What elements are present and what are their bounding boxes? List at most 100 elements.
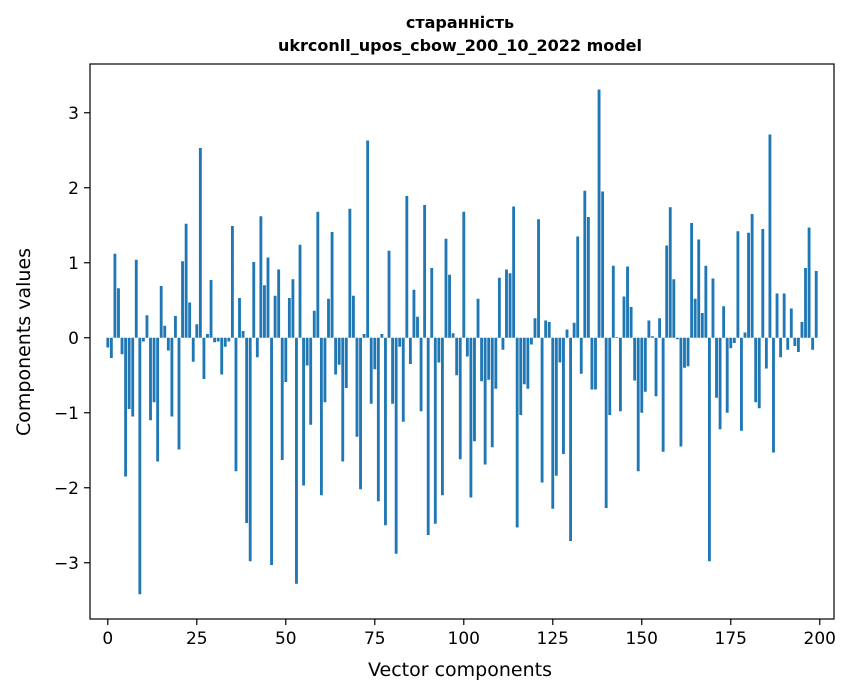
bar-15 [159,286,163,338]
bar-44 [263,285,266,338]
bar-73 [366,140,370,338]
bar-1 [109,337,113,358]
x-tick-label: 200 [804,629,836,649]
bar-161 [679,337,683,447]
bar-16 [163,325,167,338]
bar-36 [234,337,238,472]
bar-130 [569,337,572,541]
bar-114 [512,206,516,338]
bar-35 [230,226,234,338]
bar-23 [188,302,192,338]
bar-88 [419,337,423,412]
bar-0 [106,337,110,348]
bar-135 [586,217,590,338]
bar-115 [515,337,519,528]
bar-85 [408,337,412,364]
bar-138 [597,89,601,338]
bar-175 [729,337,733,349]
bar-96 [448,274,451,338]
bar-111 [501,337,505,350]
bar-162 [683,337,686,368]
bar-168 [704,265,708,338]
bar-55 [302,337,306,486]
bar-184 [761,229,765,338]
bar-148 [633,337,637,381]
bar-2 [113,253,117,338]
x-tick-label: 125 [537,629,569,649]
x-tick-label: 0 [102,629,113,649]
chart-title: старанність [406,13,514,32]
y-tick-label: 0 [68,329,79,349]
bar-100 [462,211,466,338]
x-tick-label: 150 [626,629,658,649]
x-axis-label: Vector components [368,659,552,681]
bar-89 [423,205,427,338]
bar-167 [700,313,704,338]
bar-183 [757,337,761,409]
bar-120 [533,318,537,338]
bar-62 [327,298,330,338]
bar-166 [697,239,701,338]
bar-101 [465,337,469,357]
bar-110 [497,277,501,338]
bar-156 [661,337,665,452]
y-tick-label: 3 [68,104,79,124]
bar-112 [505,269,508,338]
bar-141 [608,337,612,415]
bar-84 [405,196,409,338]
bar-77 [380,334,384,338]
bar-59 [316,211,320,338]
chart-subtitle: ukrconll_upos_cbow_200_10_2022 model [278,36,642,55]
bar-7 [131,337,135,417]
bar-123 [544,320,548,338]
bar-140 [604,337,608,508]
bar-21 [181,261,184,338]
y-tick-label: −3 [54,554,79,574]
bar-8 [134,259,138,338]
y-axis-label: Components values [13,248,35,436]
bar-195 [800,322,804,338]
bar-124 [547,322,551,338]
bar-164 [690,223,694,338]
bar-3 [117,288,120,338]
bar-103 [473,337,476,442]
bar-11 [145,315,149,338]
bar-43 [259,216,263,338]
bar-102 [469,337,473,498]
bar-30 [213,337,217,343]
bar-81 [394,337,398,554]
bar-93 [437,337,441,363]
y-tick-label: −2 [54,479,79,499]
bar-49 [280,337,284,460]
bar-80 [391,337,395,404]
bar-163 [686,337,690,367]
bar-5 [124,337,128,477]
bar-173 [722,306,726,338]
axis-ticks-group: 0 25 50 75 100 125 150 175 200 −3 −2 −1 0 1 2 3 [54,104,836,649]
bar-122 [540,337,544,483]
bar-87 [416,316,419,338]
bar-75 [373,337,377,370]
bar-160 [675,337,679,340]
bar-29 [209,280,213,338]
bar-192 [789,308,793,338]
bar-189 [779,337,783,358]
bar-133 [579,337,583,374]
bar-108 [490,337,494,448]
y-tick-label: 1 [68,254,79,274]
bar-170 [711,278,715,338]
bar-185 [764,337,768,369]
x-tick-label: 25 [186,629,208,649]
bar-19 [174,316,177,338]
bar-104 [476,298,480,338]
bar-181 [750,214,754,338]
bar-76 [376,337,380,502]
bar-51 [287,298,291,338]
bar-128 [562,337,565,454]
bar-65 [337,337,341,365]
bar-24 [191,337,195,362]
bar-169 [707,337,711,562]
bar-127 [558,337,562,363]
bar-47 [273,295,277,338]
